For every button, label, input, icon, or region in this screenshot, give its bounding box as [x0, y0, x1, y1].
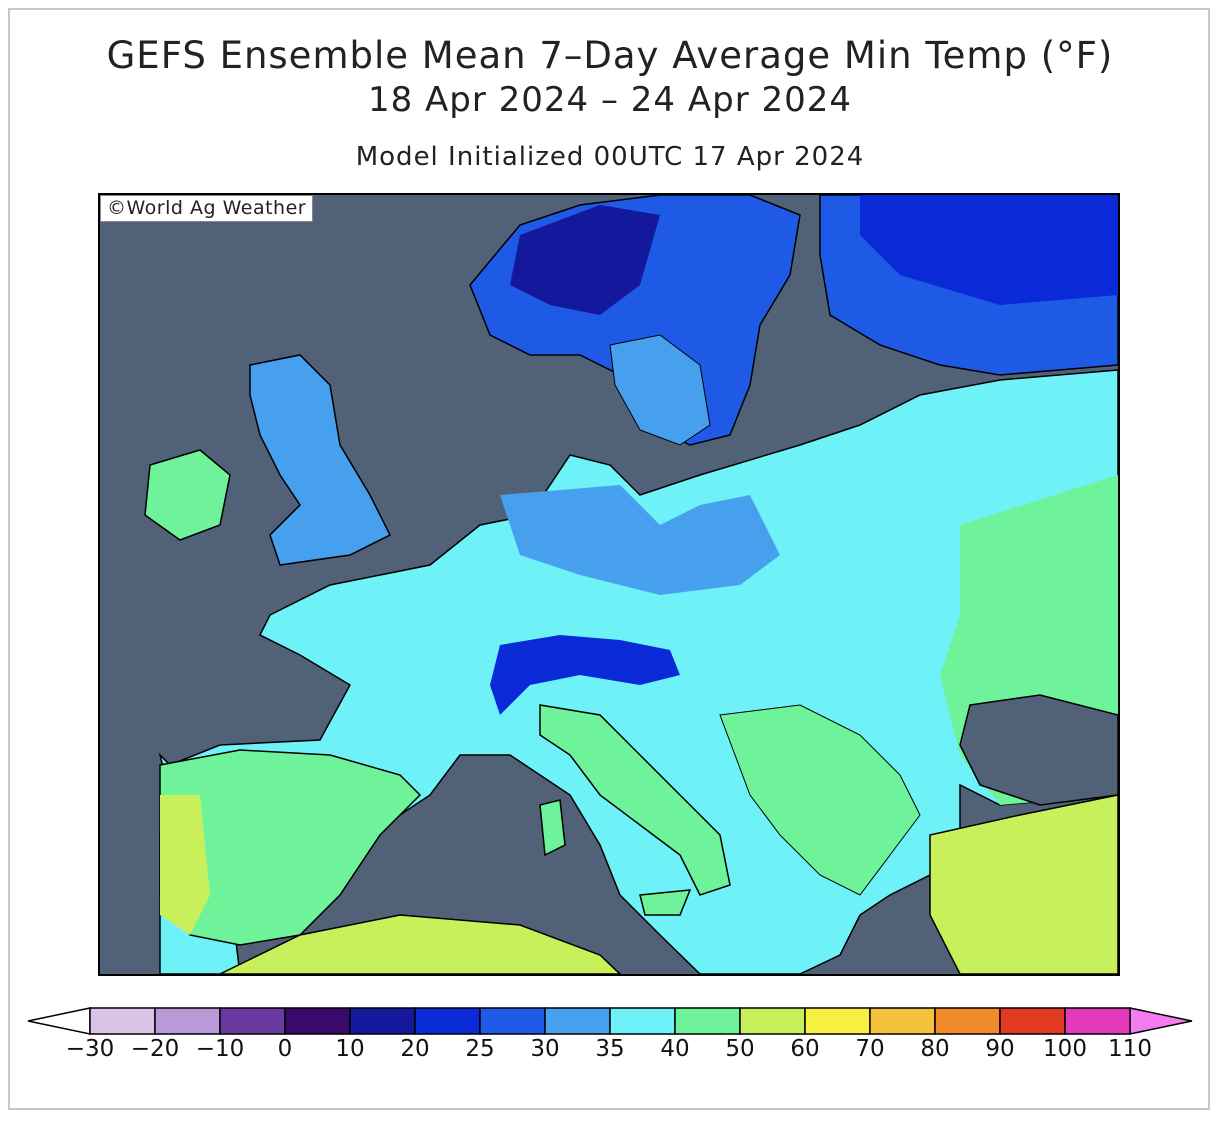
colorbar: [27, 1007, 1193, 1035]
alps-cold: [490, 635, 680, 715]
colorbar-swatch: [934, 1007, 1001, 1035]
norway-cold: [510, 205, 660, 315]
colorbar-swatch: [284, 1007, 351, 1035]
far-north-cold: [860, 195, 1118, 305]
colorbar-tick-label: −20: [130, 1036, 180, 1062]
colorbar-tick-label: 70: [855, 1036, 885, 1062]
colorbar-tick-label: 90: [985, 1036, 1015, 1062]
colorbar-tick-label: −10: [195, 1036, 245, 1062]
colorbar-swatch: [479, 1007, 546, 1035]
colorbar-tick-label: 40: [660, 1036, 690, 1062]
great-britain: [249, 354, 392, 566]
central-europe-cool: [500, 485, 780, 595]
italy: [539, 704, 731, 896]
black-sea: [959, 694, 1118, 806]
date-range: 18 Apr 2024 – 24 Apr 2024: [367, 80, 853, 120]
colorbar-swatch: [154, 1007, 221, 1035]
colorbar-tick-label: 20: [400, 1036, 430, 1062]
temperature-map: [98, 193, 1120, 976]
copyright-label: ©World Ag Weather: [100, 195, 314, 222]
colorbar-swatch: [89, 1007, 156, 1035]
colorbar-tick-label: 35: [595, 1036, 625, 1062]
colorbar-swatch: [349, 1007, 416, 1035]
colorbar-swatch: [544, 1007, 611, 1035]
colorbar-tick-label: 0: [277, 1036, 293, 1062]
map-title: GEFS Ensemble Mean 7–Day Average Min Tem…: [106, 34, 1114, 77]
sicily: [639, 889, 692, 916]
colorbar-swatch: [609, 1007, 676, 1035]
colorbar-swatch: [869, 1007, 936, 1035]
colorbar-tick-label: 60: [790, 1036, 820, 1062]
north-africa: [219, 914, 622, 974]
colorbar-tick-label: 50: [725, 1036, 755, 1062]
balkans: [719, 704, 921, 896]
colorbar-tick-label: 110: [1108, 1036, 1152, 1062]
colorbar-swatch: [219, 1007, 286, 1035]
sweden-south: [609, 334, 711, 446]
colorbar-tick-label: 10: [335, 1036, 365, 1062]
turkey: [929, 794, 1118, 974]
sardinia: [539, 799, 566, 857]
colorbar-low-arrow: [27, 1007, 91, 1035]
colorbar-tick-label: 100: [1043, 1036, 1087, 1062]
colorbar-swatch: [804, 1007, 871, 1035]
colorbar-swatch: [414, 1007, 481, 1035]
colorbar-swatch: [1064, 1007, 1131, 1035]
ireland: [144, 449, 231, 541]
colorbar-tick-label: 30: [530, 1036, 560, 1062]
colorbar-tick-label: −30: [65, 1036, 115, 1062]
portugal-warm: [160, 795, 210, 935]
colorbar-swatch: [739, 1007, 806, 1035]
colorbar-tick-label: 80: [920, 1036, 950, 1062]
colorbar-swatch: [999, 1007, 1066, 1035]
model-init-label: Model Initialized 00UTC 17 Apr 2024: [355, 142, 865, 172]
colorbar-tick-label: 25: [465, 1036, 495, 1062]
colorbar-high-arrow: [1129, 1007, 1193, 1035]
colorbar-swatch: [674, 1007, 741, 1035]
